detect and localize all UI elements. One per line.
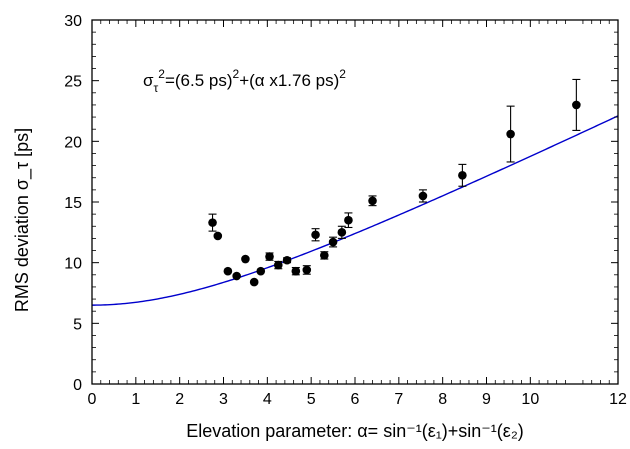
y-tick-label: 0 [73, 377, 82, 394]
x-tick-label: 8 [438, 391, 447, 408]
data-point [249, 277, 259, 287]
x-tick-label: 6 [351, 391, 360, 408]
data-point [320, 251, 329, 260]
x-tick-label: 2 [175, 391, 184, 408]
data-point [458, 171, 467, 180]
x-tick-label: 9 [482, 391, 491, 408]
data-point [572, 100, 581, 110]
data-point [208, 218, 217, 227]
x-tick-label: 10 [521, 391, 539, 408]
data-point [368, 196, 377, 206]
data-point [344, 215, 353, 225]
data-point [311, 230, 320, 240]
y-tick-label: 10 [64, 256, 82, 273]
data-point [418, 191, 428, 201]
x-tick-label: 1 [131, 391, 140, 408]
fit-curve-layer [92, 115, 619, 306]
x-axis-label: Elevation parameter: α= sin⁻¹(ε₁)+sin⁻¹(… [186, 421, 524, 441]
data-point [291, 266, 301, 276]
x-tick-label: 0 [88, 391, 97, 408]
data-points-layer [208, 78, 581, 287]
x-tick-label: 3 [219, 391, 228, 408]
y-tick-label: 25 [64, 74, 82, 91]
y-tick-label: 5 [73, 316, 82, 333]
data-point [302, 265, 312, 275]
data-point [256, 266, 266, 276]
data-point [273, 260, 283, 270]
data-point [232, 271, 241, 281]
x-tick-label: 7 [394, 391, 403, 408]
x-tick-label: 5 [307, 391, 316, 408]
data-point [241, 254, 250, 264]
data-point [282, 255, 292, 265]
data-point [328, 237, 338, 247]
fit-curve-line [92, 115, 619, 306]
x-tick-label: 4 [263, 391, 272, 408]
y-tick-label: 20 [64, 134, 82, 151]
data-point [213, 231, 223, 241]
data-point [265, 252, 274, 261]
data-point [506, 129, 515, 139]
formula-annotation: στ2=(6.5 ps)2+(α x1.76 ps)2 [143, 67, 346, 95]
y-tick-label: 15 [64, 195, 82, 212]
y-axis-label: RMS deviation σ_τ [ps] [12, 128, 33, 312]
x-tick-label: 12 [609, 391, 627, 408]
data-point [223, 266, 233, 276]
data-point [337, 228, 347, 237]
y-tick-label: 30 [64, 13, 82, 30]
